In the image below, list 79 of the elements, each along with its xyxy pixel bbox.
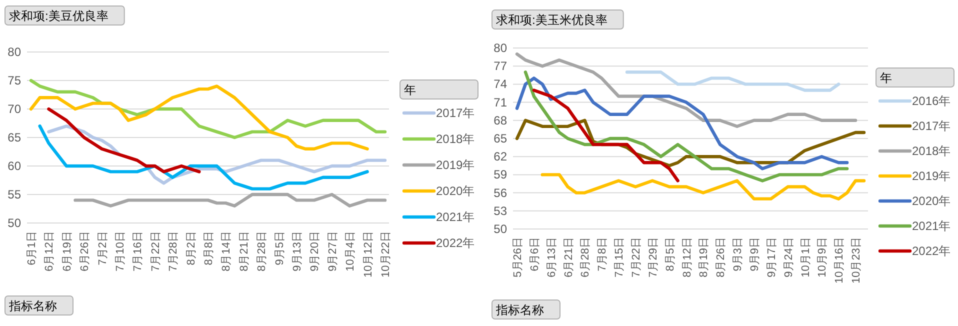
x-tick-label: 10月23日 — [850, 237, 863, 284]
legend-label: 2022年 — [436, 236, 475, 250]
x-tick-label: 10月16日 — [834, 237, 846, 284]
x-tick-label: 9月5日 — [274, 231, 286, 266]
legend-label: 2022年 — [912, 244, 951, 258]
x-tick-label: 8月2日 — [185, 231, 198, 266]
x-tick-label: 9月3日 — [732, 237, 744, 272]
x-tick-label: 7月8日 — [596, 237, 609, 272]
x-tick-label: 6月19日 — [61, 231, 74, 272]
y-tick-label: 50 — [494, 222, 508, 236]
x-tick-label: 6月1日 — [26, 231, 38, 266]
y-tick-label: 53 — [494, 204, 508, 218]
x-tick-label: 6月6日 — [528, 237, 541, 272]
legend-title: 年 — [404, 83, 416, 97]
x-tick-label: 9月13日 — [292, 231, 304, 272]
x-tick-label: 6月12日 — [44, 231, 56, 272]
legend-label: 2016年 — [912, 94, 951, 108]
x-tick-label: 9月20日 — [309, 231, 322, 272]
y-tick-label: 70 — [8, 102, 22, 116]
x-tick-label: 7月29日 — [647, 237, 660, 278]
legend-label: 2017年 — [436, 106, 475, 120]
y-tick-label: 75 — [8, 74, 22, 88]
x-tick-label: 8月14日 — [220, 231, 233, 272]
annotation: 指标名称 — [9, 299, 57, 313]
x-tick-label: 10月22日 — [380, 231, 392, 278]
y-tick-label: 80 — [8, 45, 22, 59]
x-tick-label: 8月5日 — [664, 237, 676, 272]
x-tick-label: 6月26日 — [79, 231, 92, 272]
x-tick-label: 8月19日 — [698, 237, 710, 278]
legend-label: 2021年 — [436, 210, 475, 224]
legend-label: 2019年 — [436, 158, 475, 172]
y-tick-label: 55 — [8, 188, 22, 202]
x-tick-label: 9月9日 — [748, 237, 761, 272]
x-tick-label: 7月2日 — [96, 231, 109, 266]
x-tick-label: 5月26日 — [512, 237, 524, 278]
y-tick-label: 50 — [8, 216, 22, 230]
x-tick-label: 10月12日 — [362, 231, 374, 278]
y-tick-label: 77 — [494, 59, 508, 74]
y-tick-label: 60 — [8, 159, 22, 173]
legend-label: 2019年 — [912, 169, 951, 183]
x-tick-label: 7月15日 — [614, 237, 626, 278]
y-tick-label: 71 — [494, 95, 508, 110]
y-tick-label: 65 — [494, 132, 508, 146]
legend-label: 2021年 — [912, 219, 951, 233]
y-tick-label: 56 — [494, 186, 508, 200]
x-tick-label: 8月8日 — [203, 231, 215, 266]
legend-label: 2020年 — [912, 194, 951, 208]
x-tick-label: 7月10日 — [114, 231, 126, 272]
title: 求和项:美豆优良率 — [9, 9, 108, 23]
legend-label: 2017年 — [912, 119, 951, 133]
x-tick-label: 6月28日 — [580, 237, 592, 278]
x-tick-label: 9月24日 — [782, 237, 795, 278]
x-tick-label: 8月28日 — [256, 231, 268, 272]
x-tick-label: 7月28日 — [168, 231, 180, 272]
x-tick-label: 8月12日 — [681, 237, 694, 278]
y-tick-label: 65 — [8, 130, 22, 144]
x-tick-label: 10月4日 — [344, 231, 357, 272]
legend-label: 2020年 — [436, 184, 475, 198]
x-tick-label: 8月21日 — [238, 231, 250, 272]
x-tick-label: 10月1日 — [800, 237, 812, 278]
title: 求和项:美玉米优良率 — [496, 13, 608, 27]
x-tick-label: 9月17日 — [766, 237, 778, 278]
y-tick-label: 68 — [494, 113, 508, 128]
legend-label: 2018年 — [912, 144, 951, 158]
x-tick-label: 7月22日 — [150, 231, 162, 272]
legend-label: 2018年 — [436, 132, 475, 146]
annotation: 指标名称 — [496, 303, 544, 317]
x-tick-label: 6月13日 — [546, 237, 558, 278]
y-tick-label: 80 — [494, 41, 508, 55]
x-tick-label: 8月26日 — [715, 237, 728, 278]
x-tick-label: 7月22日 — [630, 237, 642, 278]
x-tick-label: 7月16日 — [132, 231, 144, 272]
y-tick-label: 59 — [494, 168, 508, 182]
y-tick-label: 62 — [494, 150, 508, 164]
legend-title: 年 — [880, 71, 892, 85]
x-tick-label: 10月9日 — [816, 237, 829, 278]
y-tick-label: 74 — [494, 77, 508, 92]
x-tick-label: 9月27日 — [326, 231, 339, 272]
x-tick-label: 6月21日 — [562, 237, 575, 278]
